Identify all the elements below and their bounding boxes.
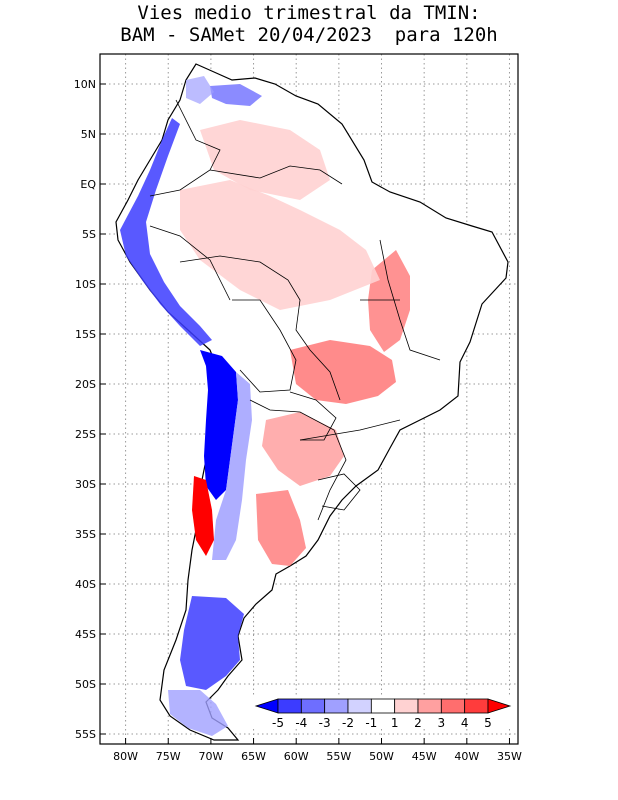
lon-tick-label: 75W [156, 750, 181, 763]
lat-tick-label: 25S [75, 428, 96, 441]
map-title: Vies medio trimestral da TMIN: BAM - SAM… [0, 2, 618, 46]
lon-tick-label: 50W [369, 750, 394, 763]
title-line-1: Vies medio trimestral da TMIN: [137, 2, 481, 24]
colorbar-swatch [464, 698, 489, 714]
border-brazil-west [179, 255, 341, 401]
lat-tick-label: 30S [75, 478, 96, 491]
border-argentina [249, 399, 347, 521]
lon-tick-label: 35W [497, 750, 522, 763]
lat-tick-label: 50S [75, 678, 96, 691]
colorbar-legend: -5 -4 -3 -2 -1 1 2 3 4 5 [252, 695, 514, 730]
colorbar-swatch [277, 698, 302, 714]
lat-tick-label: 10S [75, 278, 96, 291]
colorbar-arrow-high [487, 698, 512, 714]
lon-tick-label: 80W [113, 750, 138, 763]
warm-bias-guianas [200, 120, 330, 200]
warm-bias-central-brazil [290, 340, 396, 404]
longitude-axis: 80W 75W 70W 65W 60W 55W 50W 45W 40W 35W [113, 738, 522, 763]
lat-tick-label: 10N [74, 78, 96, 91]
lat-tick-label: 40S [75, 578, 96, 591]
colorbar-label: 5 [484, 716, 492, 730]
border-peru [149, 225, 231, 301]
colorbar-swatch [394, 698, 419, 714]
border-paraguay [289, 391, 337, 441]
lon-tick-label: 70W [198, 750, 223, 763]
lat-tick-label: 5N [81, 128, 96, 141]
cold-bias-north-coast [210, 84, 262, 106]
cold-bias-andes-north [120, 118, 212, 346]
cold-bias-andes-outer [212, 372, 252, 560]
border-brazil-north [209, 165, 343, 185]
lon-tick-label: 60W [284, 750, 309, 763]
title-line-2: BAM - SAMet 20/04/2023 para 120h [120, 24, 498, 46]
colorbar-swatch [347, 698, 372, 714]
lat-tick-label: 15S [75, 328, 96, 341]
lon-tick-label: 45W [412, 750, 437, 763]
colorbar-label: -1 [365, 716, 377, 730]
lon-tick-label: 55W [326, 750, 351, 763]
country-borders [149, 99, 441, 521]
colorbar-swatch [300, 698, 326, 714]
border-colombia [149, 99, 221, 197]
cold-bias-patagonia-light [168, 690, 228, 736]
lat-tick-label: 35S [75, 528, 96, 541]
colorbar-label: -5 [272, 716, 284, 730]
bias-field [120, 76, 410, 736]
colorbar-label: 2 [414, 716, 422, 730]
warm-bias-chile [192, 476, 214, 556]
border-uruguay [317, 473, 361, 511]
warm-bias-amazon [180, 180, 380, 310]
lon-tick-label: 40W [454, 750, 479, 763]
cold-bias-patagonia [180, 596, 244, 690]
colorbar-swatch [417, 698, 442, 714]
colorbar-swatch [324, 698, 349, 714]
colorbar-swatch [440, 698, 466, 714]
colorbar-label: 1 [391, 716, 399, 730]
colorbar-label: -2 [342, 716, 354, 730]
border-bolivia [232, 299, 297, 393]
warm-bias-argentina [256, 490, 306, 566]
lat-tick-label: 55S [75, 728, 96, 741]
colorbar-label: -3 [319, 716, 331, 730]
lat-tick-label: 20S [75, 378, 96, 391]
warm-bias-paraguay [262, 412, 344, 486]
colorbar-swatch [370, 698, 396, 714]
border-brazil-states [299, 239, 441, 441]
lat-tick-label: 45S [75, 628, 96, 641]
lat-tick-label: EQ [80, 178, 96, 191]
map-frame [99, 53, 519, 745]
cold-bias-andes-central [200, 350, 238, 500]
latitude-axis: 10N 5N EQ 5S 10S 15S 20S 25S 30S 35S 40S 45S 50S 55S [74, 78, 106, 741]
colorbar-label: -4 [295, 716, 307, 730]
lon-tick-label: 65W [241, 750, 266, 763]
colorbar-label: 3 [438, 716, 446, 730]
colorbar-label: 4 [461, 716, 469, 730]
cold-bias-venezuela [186, 76, 214, 104]
warm-bias-eastern-brazil [368, 250, 410, 352]
lat-tick-label: 5S [82, 228, 96, 241]
